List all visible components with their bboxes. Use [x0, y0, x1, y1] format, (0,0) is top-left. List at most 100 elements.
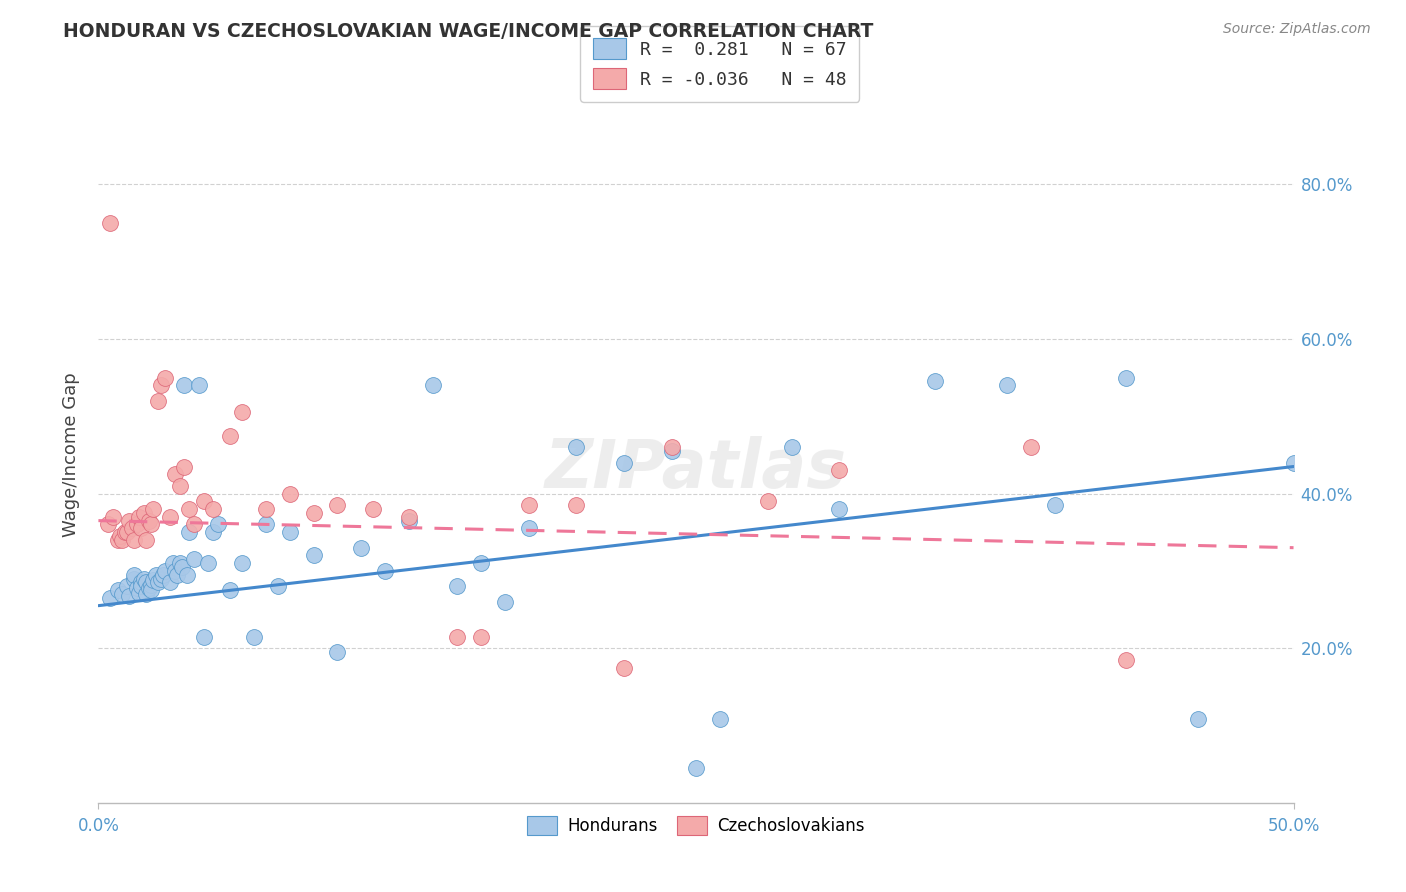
Point [128, 585, 150, 599]
Point [780, 440, 803, 454]
Point [446, 579, 468, 593]
Point [131, 521, 153, 535]
Point [179, 525, 201, 540]
Point [135, 575, 157, 590]
Point [398, 514, 420, 528]
Point [149, 572, 172, 586]
Point [183, 517, 205, 532]
Point [231, 556, 253, 570]
Point [193, 630, 215, 644]
Point [139, 517, 162, 532]
Point [685, 761, 707, 775]
Legend: Hondurans, Czechoslovakians: Hondurans, Czechoslovakians [519, 807, 873, 843]
Point [661, 440, 683, 454]
Point [278, 525, 301, 540]
Point [756, 494, 779, 508]
Point [374, 564, 396, 578]
Point [131, 579, 153, 593]
Point [124, 572, 146, 586]
Point [115, 525, 138, 540]
Text: ZIPatlas: ZIPatlas [546, 436, 846, 502]
Point [661, 444, 683, 458]
Point [202, 502, 225, 516]
Point [149, 378, 172, 392]
Point [173, 378, 195, 392]
Point [187, 378, 209, 392]
Point [159, 509, 181, 524]
Point [118, 589, 141, 603]
Point [179, 502, 201, 516]
Point [108, 529, 131, 543]
Point [1043, 498, 1066, 512]
Point [101, 509, 124, 524]
Point [159, 575, 181, 590]
Point [98, 216, 122, 230]
Point [155, 564, 177, 578]
Point [470, 630, 492, 644]
Point [115, 579, 138, 593]
Point [124, 567, 146, 582]
Point [1115, 370, 1137, 384]
Point [132, 506, 155, 520]
Point [278, 486, 301, 500]
Point [142, 573, 165, 587]
Point [202, 525, 225, 540]
Point [162, 556, 184, 570]
Point [118, 514, 141, 528]
Point [128, 509, 150, 524]
Point [565, 440, 588, 454]
Point [114, 525, 136, 540]
Point [613, 456, 636, 470]
Point [446, 630, 468, 644]
Y-axis label: Wage/Income Gap: Wage/Income Gap [62, 373, 80, 537]
Point [517, 521, 540, 535]
Point [326, 645, 349, 659]
Point [613, 660, 636, 674]
Point [350, 541, 373, 555]
Point [243, 630, 266, 644]
Point [398, 509, 420, 524]
Point [148, 393, 170, 408]
Point [267, 579, 290, 593]
Point [254, 517, 277, 532]
Point [107, 533, 129, 547]
Point [169, 556, 191, 570]
Point [565, 498, 588, 512]
Point [111, 587, 134, 601]
Point [142, 502, 165, 516]
Point [254, 502, 277, 516]
Point [231, 405, 253, 419]
Point [124, 533, 146, 547]
Point [125, 581, 148, 595]
Point [173, 459, 195, 474]
Point [193, 494, 215, 508]
Point [135, 533, 157, 547]
Point [97, 517, 120, 532]
Point [166, 567, 188, 582]
Point [135, 587, 157, 601]
Point [302, 506, 325, 520]
Point [828, 463, 851, 477]
Point [163, 564, 186, 578]
Point [183, 552, 205, 566]
Point [363, 502, 385, 516]
Point [138, 581, 160, 595]
Point [828, 502, 851, 516]
Point [152, 567, 174, 582]
Point [148, 575, 170, 590]
Point [470, 556, 492, 570]
Point [1019, 440, 1042, 454]
Point [709, 712, 731, 726]
Point [176, 567, 198, 582]
Point [1115, 653, 1137, 667]
Point [494, 595, 516, 609]
Point [107, 583, 129, 598]
Point [1282, 456, 1305, 470]
Text: HONDURAN VS CZECHOSLOVAKIAN WAGE/INCOME GAP CORRELATION CHART: HONDURAN VS CZECHOSLOVAKIAN WAGE/INCOME … [63, 22, 873, 41]
Point [163, 467, 186, 482]
Point [197, 556, 219, 570]
Point [302, 549, 325, 563]
Point [155, 370, 177, 384]
Point [145, 567, 167, 582]
Point [422, 378, 444, 392]
